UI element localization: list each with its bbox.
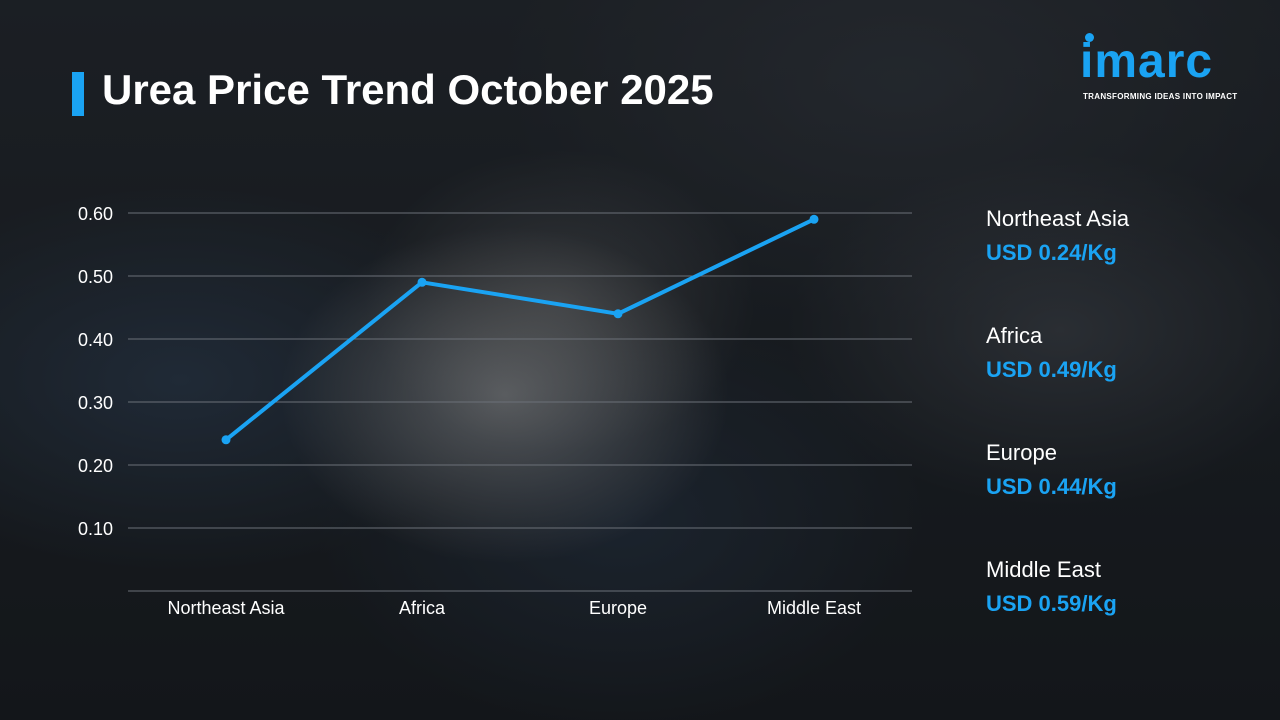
series-line: [224, 217, 816, 442]
y-tick-label: 0.20: [78, 456, 113, 476]
y-tick-label: 0.30: [78, 393, 113, 413]
logo-tagline: TRANSFORMING IDEAS INTO IMPACT: [1083, 92, 1238, 101]
x-tick-label: Northeast Asia: [167, 598, 285, 618]
price-region: Europe: [986, 440, 1057, 465]
x-tick-label: Middle East: [767, 598, 861, 618]
price-item-middle-east: Middle East USD 0.59/Kg: [986, 557, 1117, 617]
imarc-logo: imarc TRANSFORMING IDEAS INTO IMPACT: [1080, 32, 1250, 104]
price-item-europe: Europe USD 0.44/Kg: [986, 440, 1117, 500]
chart-grid: [128, 212, 912, 592]
page-title: Urea Price Trend October 2025: [102, 66, 714, 113]
price-value: USD 0.49/Kg: [986, 357, 1117, 382]
chart-series: [221, 214, 819, 445]
price-region: Middle East: [986, 557, 1101, 582]
y-tick-label: 0.10: [78, 519, 113, 539]
y-tick-label: 0.50: [78, 267, 113, 287]
logo-dot: [1085, 33, 1094, 42]
x-tick-label: Europe: [589, 598, 647, 618]
price-item-africa: Africa USD 0.49/Kg: [986, 323, 1117, 383]
y-axis-ticks: 0.60 0.50 0.40 0.30 0.20 0.10: [78, 204, 113, 539]
data-point: [221, 435, 231, 445]
y-tick-label: 0.60: [78, 204, 113, 224]
price-value: USD 0.24/Kg: [986, 240, 1117, 265]
price-region: Northeast Asia: [986, 206, 1130, 231]
logo-wordmark: imarc: [1080, 35, 1214, 88]
x-axis-ticks: Northeast Asia Africa Europe Middle East: [167, 598, 861, 618]
x-tick-label: Africa: [399, 598, 446, 618]
title-accent-bar: [72, 72, 84, 116]
y-tick-label: 0.40: [78, 330, 113, 350]
data-point: [417, 277, 427, 287]
price-value: USD 0.44/Kg: [986, 474, 1117, 499]
data-point: [809, 214, 819, 224]
price-item-northeast-asia: Northeast Asia USD 0.24/Kg: [986, 206, 1129, 266]
price-value: USD 0.59/Kg: [986, 591, 1117, 616]
price-region: Africa: [986, 323, 1043, 348]
data-point: [613, 309, 623, 319]
